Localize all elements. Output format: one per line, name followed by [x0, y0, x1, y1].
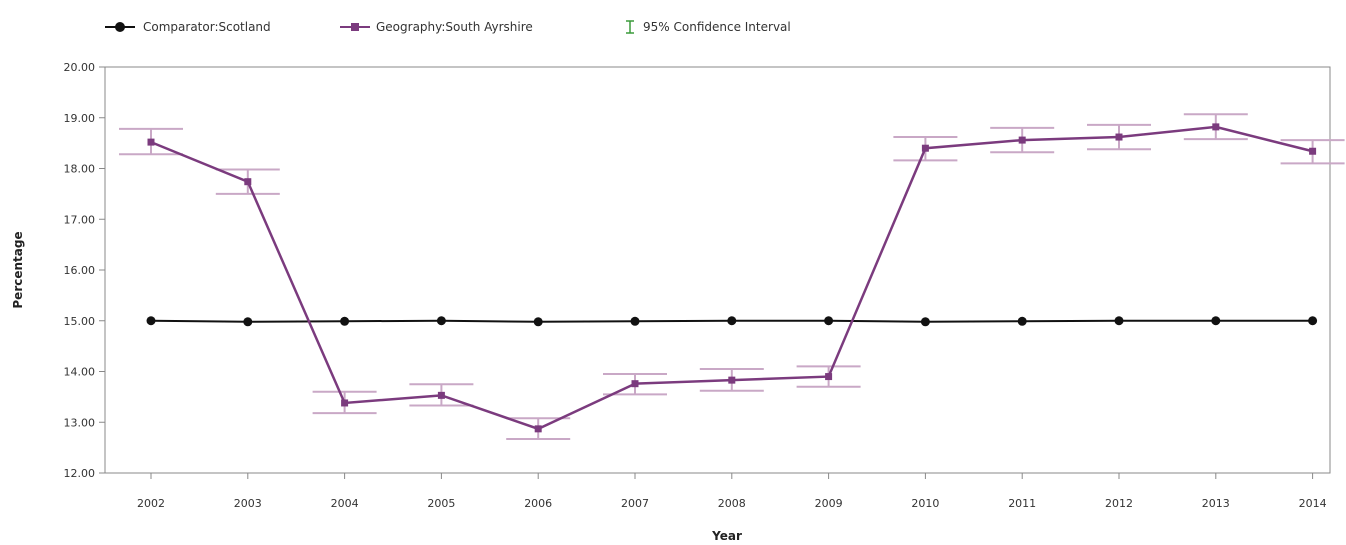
data-point-south-ayrshire[interactable] — [244, 178, 252, 186]
x-tick-label: 2008 — [718, 497, 746, 510]
legend-marker-scotland — [115, 22, 125, 32]
x-tick-label: 2007 — [621, 497, 649, 510]
legend-item-confidence-interval[interactable]: 95% Confidence Interval — [626, 20, 791, 34]
x-axis-title: Year — [711, 529, 742, 543]
data-point-south-ayrshire[interactable] — [1115, 133, 1123, 141]
confidence-interval-icon — [626, 20, 634, 34]
x-tick-label: 2009 — [815, 497, 843, 510]
x-tick-label: 2014 — [1299, 497, 1327, 510]
x-tick-label: 2005 — [427, 497, 455, 510]
legend-item-south-ayrshire[interactable]: Geography:South Ayrshire — [340, 20, 533, 34]
x-tick-label: 2006 — [524, 497, 552, 510]
x-tick-label: 2002 — [137, 497, 165, 510]
legend-marker-south-ayrshire — [351, 23, 359, 31]
data-point-south-ayrshire[interactable] — [437, 391, 445, 399]
data-point-scotland[interactable] — [630, 316, 640, 326]
x-tick-label: 2003 — [234, 497, 262, 510]
series — [146, 123, 1318, 433]
y-tick-label: 14.00 — [64, 366, 96, 379]
x-axis: 2002 2003 2004 2005 2006 2007 2008 2009 2010 2011… — [137, 473, 1327, 510]
legend-label-scotland: Comparator:Scotland — [143, 20, 271, 34]
y-axis: 12.00 13.00 14.00 15.00 16.00 17.00 18.00 19.00… — [64, 61, 105, 480]
data-point-scotland[interactable] — [920, 317, 930, 327]
data-point-scotland[interactable] — [1308, 316, 1318, 326]
x-tick-label: 2013 — [1202, 497, 1230, 510]
y-tick-label: 19.00 — [64, 112, 96, 125]
confidence-intervals — [119, 113, 1345, 440]
data-point-scotland[interactable] — [1114, 316, 1124, 326]
y-tick-label: 17.00 — [64, 213, 96, 226]
y-tick-label: 15.00 — [64, 315, 96, 328]
x-tick-label: 2010 — [911, 497, 939, 510]
data-point-scotland[interactable] — [436, 316, 446, 326]
y-tick-label: 12.00 — [64, 467, 96, 480]
data-point-scotland[interactable] — [727, 316, 737, 326]
data-point-south-ayrshire[interactable] — [921, 144, 929, 152]
data-point-south-ayrshire[interactable] — [147, 138, 155, 146]
data-point-south-ayrshire[interactable] — [1212, 123, 1220, 131]
data-point-scotland[interactable] — [243, 317, 253, 327]
y-tick-label: 16.00 — [64, 264, 96, 277]
legend-label-confidence-interval: 95% Confidence Interval — [643, 20, 791, 34]
x-tick-label: 2012 — [1105, 497, 1133, 510]
data-point-scotland[interactable] — [1211, 316, 1221, 326]
legend-item-scotland[interactable]: Comparator:Scotland — [105, 20, 271, 34]
data-point-south-ayrshire[interactable] — [825, 373, 833, 381]
data-point-south-ayrshire[interactable] — [341, 399, 349, 407]
y-tick-label: 20.00 — [64, 61, 96, 74]
data-point-scotland[interactable] — [340, 316, 350, 326]
data-point-scotland[interactable] — [533, 317, 543, 327]
y-axis-title: Percentage — [11, 231, 25, 308]
x-tick-label: 2011 — [1008, 497, 1036, 510]
data-point-scotland[interactable] — [1017, 316, 1027, 326]
plot-area — [104, 66, 1331, 474]
data-point-scotland[interactable] — [146, 316, 156, 326]
x-tick-label: 2004 — [331, 497, 359, 510]
data-point-south-ayrshire[interactable] — [728, 376, 736, 384]
data-point-south-ayrshire[interactable] — [1018, 136, 1026, 144]
data-point-south-ayrshire[interactable] — [631, 380, 639, 388]
y-tick-label: 18.00 — [64, 163, 96, 176]
legend: Comparator:Scotland Geography:South Ayrs… — [105, 20, 791, 34]
data-point-scotland[interactable] — [824, 316, 834, 326]
data-point-south-ayrshire[interactable] — [1309, 147, 1317, 155]
data-point-south-ayrshire[interactable] — [534, 425, 542, 433]
legend-label-south-ayrshire: Geography:South Ayrshire — [376, 20, 533, 34]
y-tick-label: 13.00 — [64, 416, 96, 429]
